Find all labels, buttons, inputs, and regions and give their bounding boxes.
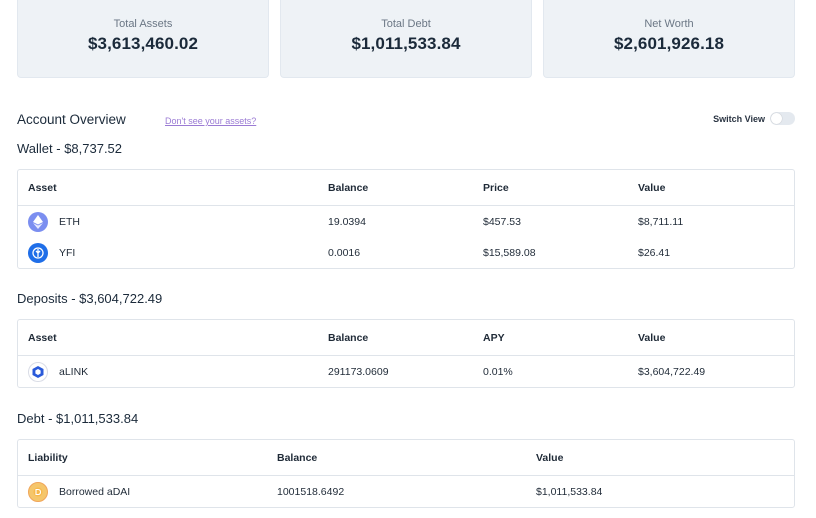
total-debt-label: Total Debt <box>381 18 431 30</box>
column-header-liability[interactable]: Liability <box>28 451 68 464</box>
table-row[interactable]: aLINK 291173.0609 0.01% $3,604,722.49 <box>18 356 794 387</box>
deposits-table: Asset Balance APY Value aLINK 291173.060… <box>17 319 795 388</box>
table-row[interactable]: YFI 0.0016 $15,589.08 $26.41 <box>18 237 794 268</box>
eth-icon <box>28 211 48 232</box>
apy-cell: 0.01% <box>483 365 513 378</box>
column-header-value[interactable]: Value <box>638 181 666 194</box>
total-assets-card: Total Assets $3,613,460.02 <box>17 0 269 78</box>
asset-cell: YFI <box>28 237 75 268</box>
column-header-balance[interactable]: Balance <box>328 181 369 194</box>
debt-table: Liability Balance Value Borrowed aDAI 10… <box>17 439 795 508</box>
summary-cards: Total Assets $3,613,460.02 Total Debt $1… <box>17 0 795 78</box>
value-cell: $26.41 <box>638 246 671 259</box>
net-worth-card: Net Worth $2,601,926.18 <box>543 0 795 78</box>
switch-view: Switch View <box>713 112 795 125</box>
missing-assets-link[interactable]: Don't see your assets? <box>165 116 257 126</box>
table-row[interactable]: Borrowed aDAI 1001518.6492 $1,011,533.84 <box>18 476 794 507</box>
table-header-row: Asset Balance Price Value <box>18 170 794 206</box>
column-header-value[interactable]: Value <box>536 451 564 464</box>
column-header-price[interactable]: Price <box>483 181 509 194</box>
liability-name: Borrowed aDAI <box>59 485 131 498</box>
column-header-balance[interactable]: Balance <box>328 331 369 344</box>
balance-cell: 19.0394 <box>328 215 366 228</box>
total-debt-card: Total Debt $1,011,533.84 <box>280 0 532 78</box>
column-header-asset[interactable]: Asset <box>28 181 57 194</box>
table-header-row: Asset Balance APY Value <box>18 320 794 356</box>
table-header-row: Liability Balance Value <box>18 440 794 476</box>
asset-cell: ETH <box>28 206 80 237</box>
value-cell: $1,011,533.84 <box>536 485 603 498</box>
column-header-balance[interactable]: Balance <box>277 451 318 464</box>
net-worth-value: $2,601,926.18 <box>613 34 724 53</box>
total-debt-value: $1,011,533.84 <box>351 34 461 53</box>
price-cell: $457.53 <box>483 215 521 228</box>
yfi-icon <box>28 242 48 263</box>
switch-view-label: Switch View <box>713 113 765 124</box>
table-row[interactable]: ETH 19.0394 $457.53 $8,711.11 <box>18 206 794 237</box>
wallet-table: Asset Balance Price Value ETH 19.0394 $4… <box>17 169 795 269</box>
deposits-title: Deposits - $3,604,722.49 <box>17 291 163 306</box>
asset-name: aLINK <box>59 365 89 378</box>
asset-name: ETH <box>59 215 80 228</box>
total-assets-value: $3,613,460.02 <box>87 34 198 53</box>
total-assets-label: Total Assets <box>113 18 173 30</box>
switch-view-toggle[interactable] <box>770 112 795 125</box>
toggle-knob <box>771 113 782 124</box>
debt-title: Debt - $1,011,533.84 <box>17 411 139 426</box>
value-cell: $8,711.11 <box>638 215 684 228</box>
value-cell: $3,604,722.49 <box>638 365 706 378</box>
balance-cell: 0.0016 <box>328 246 361 259</box>
wallet-title: Wallet - $8,737.52 <box>17 141 123 156</box>
adai-icon <box>28 481 48 502</box>
price-cell: $15,589.08 <box>483 246 536 259</box>
column-header-asset[interactable]: Asset <box>28 331 57 344</box>
liability-cell: Borrowed aDAI <box>28 476 130 507</box>
account-overview-header: Account Overview Don't see your assets? … <box>17 111 795 129</box>
balance-cell: 1001518.6492 <box>277 485 345 498</box>
balance-cell: 291173.0609 <box>328 365 389 378</box>
account-overview-title: Account Overview <box>17 112 126 127</box>
net-worth-label: Net Worth <box>644 18 694 30</box>
alink-icon <box>28 361 48 382</box>
asset-cell: aLINK <box>28 356 88 387</box>
asset-name: YFI <box>59 246 76 259</box>
column-header-value[interactable]: Value <box>638 331 666 344</box>
column-header-apy[interactable]: APY <box>483 331 505 344</box>
